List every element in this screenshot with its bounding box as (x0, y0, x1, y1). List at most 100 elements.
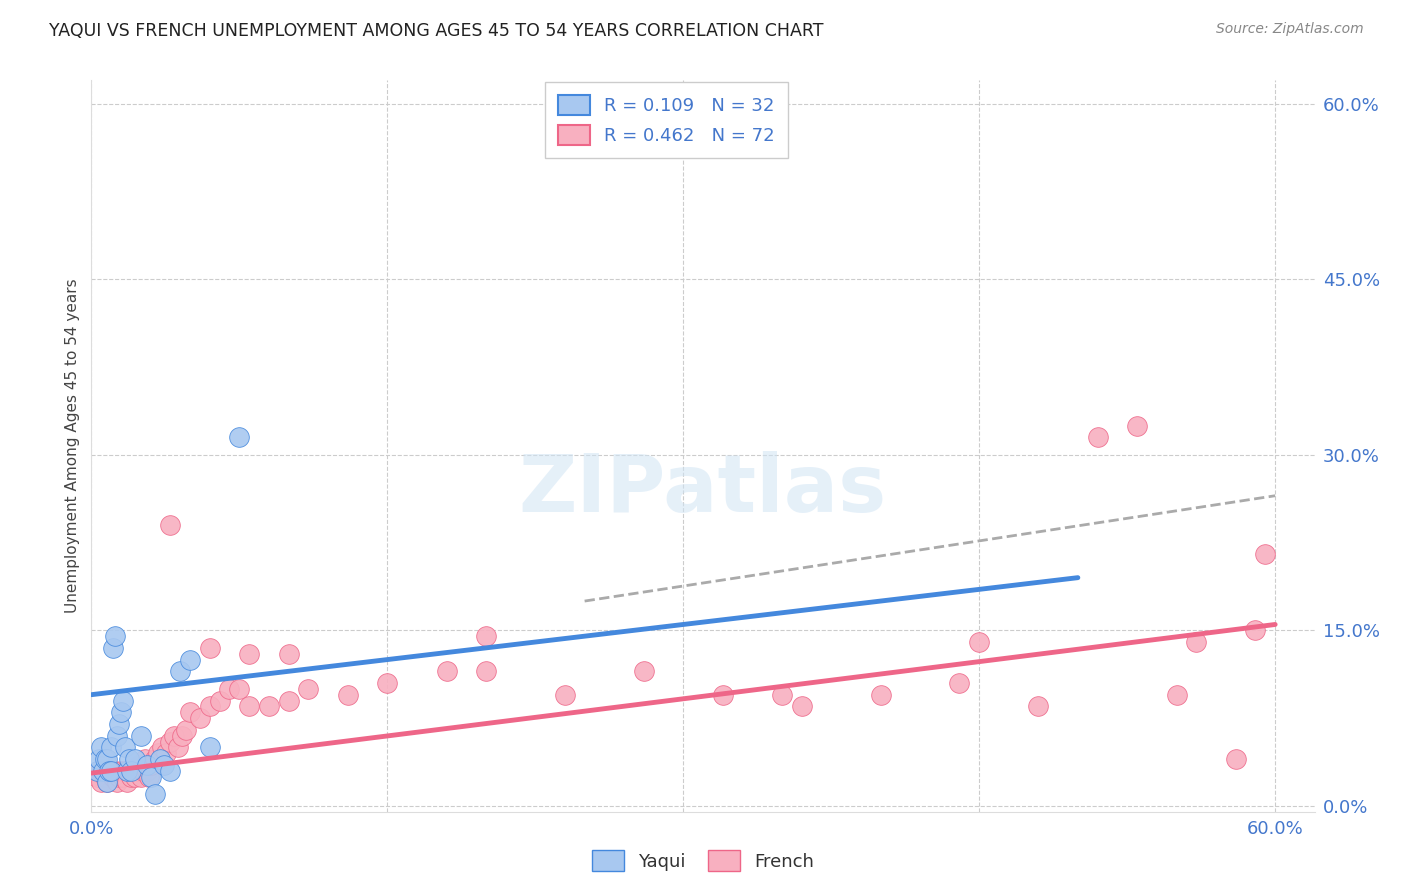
Point (96, 775, 118, 789)
Point (105, 729, 128, 743)
Point (115, 775, 138, 789)
Point (869, 688, 891, 702)
Point (1028, 699, 1050, 714)
Point (475, 665, 498, 679)
Point (100, 740, 122, 755)
Point (108, 770, 131, 784)
Point (169, 665, 191, 679)
Point (143, 787, 166, 801)
Point (120, 764, 142, 778)
Point (114, 740, 136, 755)
Point (108, 717, 131, 731)
Point (89, 752, 111, 766)
Point (118, 752, 141, 766)
Point (104, 629, 127, 643)
Point (129, 729, 152, 743)
Point (91, 764, 114, 778)
Point (139, 758, 162, 772)
Point (100, 764, 122, 778)
Point (89, 764, 111, 778)
Point (218, 681, 240, 696)
Point (1254, 547, 1277, 561)
Point (110, 705, 132, 719)
Point (96, 775, 118, 789)
Point (208, 693, 231, 707)
Point (1185, 635, 1208, 649)
Point (86, 770, 108, 784)
Point (94, 752, 117, 766)
Point (124, 752, 146, 766)
Legend: Yaqui, French: Yaqui, French (585, 843, 821, 879)
Point (121, 764, 143, 778)
Point (238, 699, 260, 714)
Point (110, 764, 132, 778)
Text: ZIPatlas: ZIPatlas (519, 450, 887, 529)
Point (198, 740, 221, 755)
Point (948, 676, 970, 690)
Point (111, 770, 134, 784)
Point (790, 699, 813, 714)
Point (135, 764, 157, 778)
Point (336, 688, 359, 702)
Point (100, 764, 122, 778)
Point (115, 764, 138, 778)
Point (1244, 624, 1267, 638)
Point (188, 711, 211, 725)
Point (1126, 418, 1149, 433)
Point (172, 729, 194, 743)
Point (101, 770, 124, 784)
Point (104, 764, 127, 778)
Point (134, 752, 156, 766)
Point (96, 752, 118, 766)
Point (967, 635, 990, 649)
Point (159, 734, 181, 748)
Point (228, 681, 250, 696)
Point (198, 699, 221, 714)
Point (297, 681, 319, 696)
Point (257, 699, 280, 714)
Point (163, 729, 186, 743)
Point (554, 688, 576, 702)
Point (98, 764, 121, 778)
Point (159, 764, 181, 778)
Point (159, 518, 181, 533)
Point (149, 752, 172, 766)
Point (375, 676, 398, 690)
Point (179, 705, 201, 719)
Point (179, 652, 201, 666)
Point (138, 770, 160, 784)
Point (152, 740, 174, 755)
Point (120, 770, 142, 784)
Text: Source: ZipAtlas.com: Source: ZipAtlas.com (1216, 22, 1364, 37)
Point (633, 665, 655, 679)
Point (174, 723, 197, 737)
Point (1087, 430, 1109, 444)
Point (711, 688, 734, 702)
Point (105, 775, 128, 789)
Point (436, 665, 458, 679)
Point (1225, 752, 1247, 766)
Point (128, 758, 150, 772)
Point (90, 740, 112, 755)
Point (277, 693, 299, 707)
Point (148, 746, 170, 760)
Point (475, 629, 498, 643)
Point (118, 764, 141, 778)
Y-axis label: Unemployment Among Ages 45 to 54 years: Unemployment Among Ages 45 to 54 years (65, 278, 80, 614)
Point (277, 647, 299, 661)
Text: YAQUI VS FRENCH UNEMPLOYMENT AMONG AGES 45 TO 54 YEARS CORRELATION CHART: YAQUI VS FRENCH UNEMPLOYMENT AMONG AGES … (49, 22, 824, 40)
Point (131, 764, 153, 778)
Point (139, 770, 162, 784)
Point (770, 688, 793, 702)
Point (228, 430, 250, 444)
Point (153, 758, 176, 772)
Point (86, 764, 108, 778)
Point (114, 764, 136, 778)
Point (1166, 688, 1188, 702)
Point (98, 764, 121, 778)
Point (101, 640, 124, 655)
Point (167, 740, 190, 755)
Legend: R = 0.109   N = 32, R = 0.462   N = 72: R = 0.109 N = 32, R = 0.462 N = 72 (546, 82, 787, 158)
Point (91, 764, 114, 778)
Point (198, 640, 221, 655)
